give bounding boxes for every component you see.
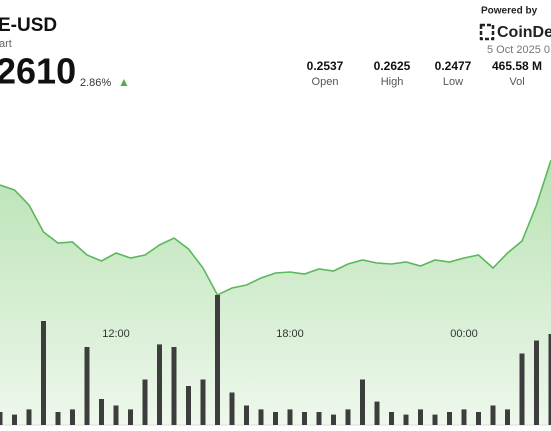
price: 2610: [0, 51, 76, 92]
stat-value: 0.2477: [435, 59, 472, 73]
x-tick-label: 00:00: [450, 328, 478, 340]
volume-bar: [534, 340, 539, 425]
volume-bar: [505, 409, 510, 425]
volume-bar: [461, 409, 467, 425]
volume-bar: [548, 334, 551, 425]
date: 5 Oct 2025 0: [487, 44, 550, 56]
price-line: [0, 159, 551, 297]
volume-bar: [418, 409, 423, 425]
volume-bar: [316, 412, 322, 425]
stat-value: 0.2625: [374, 59, 411, 73]
change-icon: ▲: [118, 75, 130, 89]
volume-bar: [447, 412, 452, 425]
volume-bar: [476, 412, 481, 425]
volume-bar: [113, 405, 119, 425]
volume-bar: [84, 347, 90, 425]
stat-value: 465.58 M: [492, 59, 542, 73]
volume-bar: [186, 386, 191, 425]
volume-bar: [41, 321, 46, 425]
volume-bar: [258, 409, 264, 425]
volume-bar: [345, 409, 351, 425]
volume-bar: [215, 295, 220, 425]
volume-bar: [490, 405, 496, 425]
volume-bar: [360, 379, 365, 425]
volume-bar: [128, 409, 133, 425]
volume-bar: [287, 409, 293, 425]
volume-bar: [157, 344, 162, 425]
symbol: E-USD: [0, 15, 57, 36]
volume-bar: [403, 414, 409, 425]
stat-value: 0.2537: [307, 59, 344, 73]
volume-bar: [389, 412, 394, 425]
volume-bar: [331, 414, 336, 425]
volume-bar: [26, 409, 32, 425]
volume-bar: [12, 414, 17, 425]
volume-bar: [0, 412, 3, 425]
volume-bar: [302, 412, 307, 425]
stat-label: Open: [312, 76, 339, 88]
stat-label: Vol: [509, 76, 524, 88]
volume-bar: [432, 414, 438, 425]
volume-bar: [55, 412, 61, 425]
volume-bar: [244, 405, 249, 425]
logo-icon: [479, 23, 495, 41]
volume-bar: [374, 401, 380, 425]
volume-bar: [229, 392, 235, 425]
price-area: [0, 160, 551, 425]
subtitle: art: [0, 38, 12, 50]
volume-bar: [99, 399, 104, 425]
volume-bar: [273, 412, 278, 425]
change: 2.86%: [80, 77, 111, 89]
stat-label: High: [381, 76, 404, 88]
volume-bar: [200, 379, 206, 425]
powered-by: Powered by: [481, 6, 538, 17]
volume-bar: [142, 379, 148, 425]
volume-bar: [171, 347, 177, 425]
x-tick-label: 12:00: [102, 328, 130, 340]
volume-bar: [70, 409, 75, 425]
logo: CoinDe: [497, 24, 551, 41]
stat-label: Low: [443, 76, 463, 88]
volume-bar: [519, 353, 525, 425]
x-tick-label: 18:00: [276, 328, 304, 340]
